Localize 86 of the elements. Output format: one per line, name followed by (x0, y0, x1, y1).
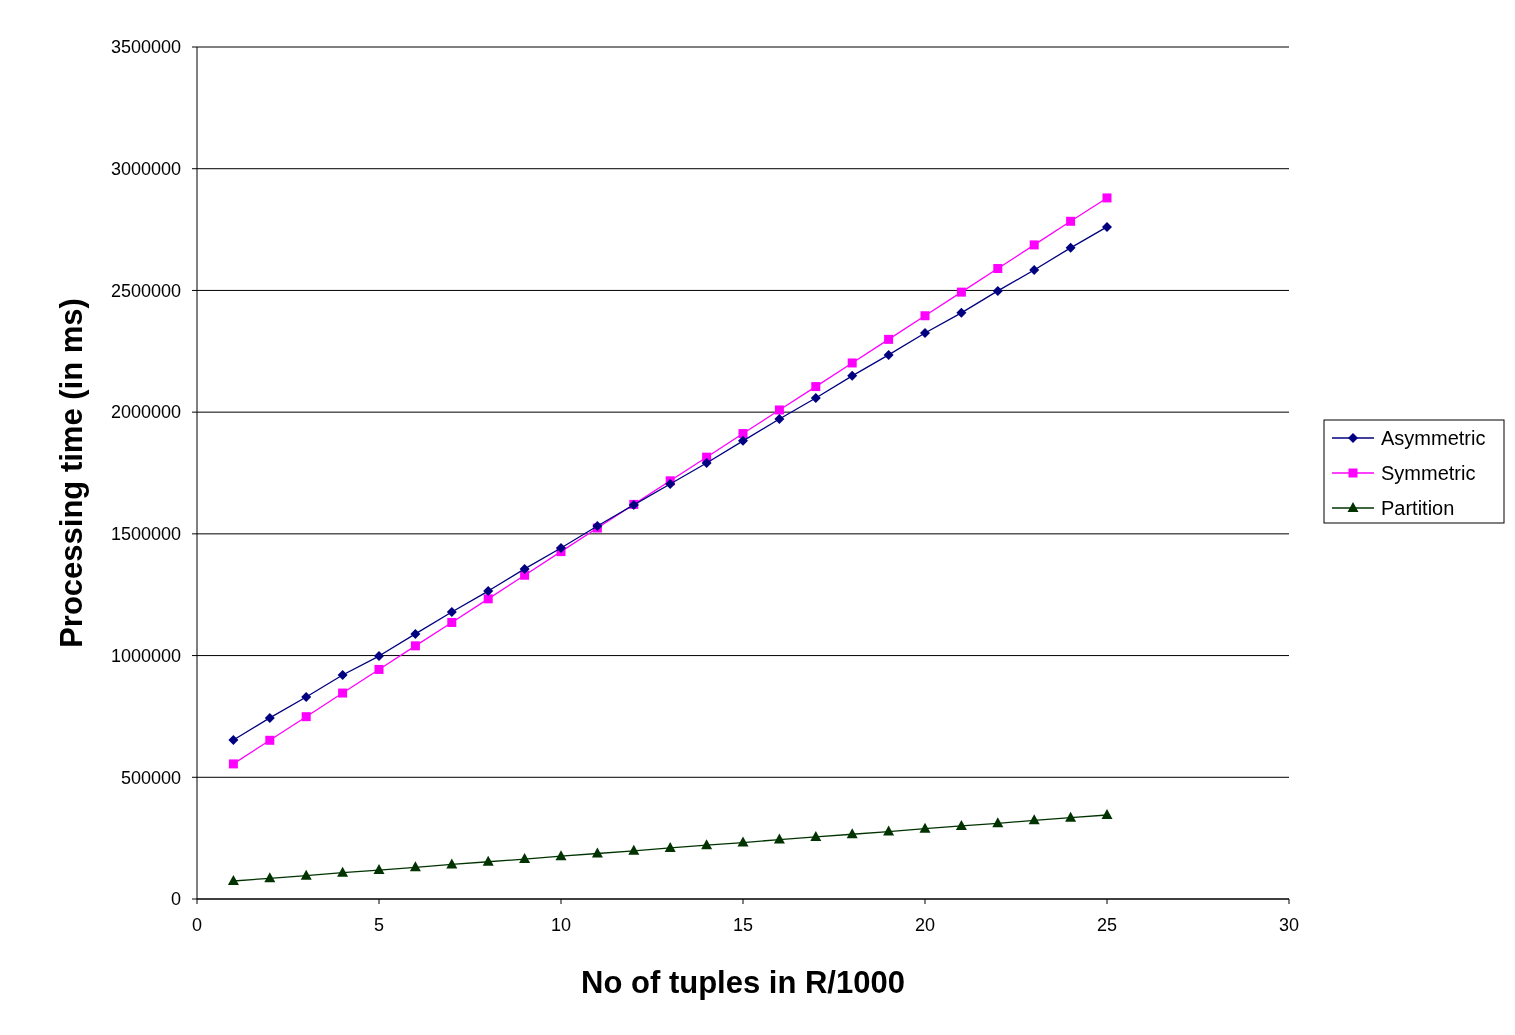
point (810, 830, 822, 841)
point (519, 563, 530, 574)
point (374, 651, 384, 662)
point (409, 861, 421, 872)
point (337, 670, 348, 681)
point (301, 691, 312, 702)
point (701, 839, 713, 850)
point (884, 334, 894, 344)
point (556, 542, 566, 553)
point (591, 847, 603, 858)
point (1101, 809, 1113, 820)
point (1065, 811, 1077, 822)
point (483, 586, 494, 597)
legend-label: Symmetric (1381, 462, 1476, 484)
point (264, 872, 276, 883)
y-tick-label: 3500000 (110, 37, 181, 58)
point (446, 858, 458, 869)
y-axis-title: Processing time (in ms) (54, 298, 89, 648)
point (810, 393, 821, 404)
point (1029, 240, 1039, 250)
point (920, 328, 930, 339)
point (337, 866, 349, 877)
point (920, 311, 930, 321)
point (1029, 264, 1040, 275)
point (992, 285, 1003, 296)
point (774, 413, 785, 424)
point (664, 841, 676, 852)
legend-label: Partition (1381, 497, 1455, 519)
point (482, 855, 494, 866)
point (883, 349, 894, 360)
point (483, 594, 493, 604)
x-axis-title: No of tuples in R/1000 (581, 965, 905, 1000)
point (264, 712, 275, 723)
point (301, 712, 311, 722)
point (738, 429, 748, 439)
y-tick-label: 1500000 (110, 524, 181, 545)
point (265, 735, 275, 745)
y-tick-label: 500000 (120, 767, 181, 788)
point (956, 307, 967, 318)
point (228, 735, 239, 746)
x-tick-label: 25 (1096, 915, 1118, 935)
point (773, 833, 785, 844)
point (955, 819, 967, 830)
point (628, 844, 640, 855)
point (227, 874, 239, 885)
x-tick-label: 5 (373, 915, 385, 935)
x-tick-label: 20 (914, 915, 936, 935)
x-tick-label: 15 (732, 915, 754, 935)
point (446, 607, 457, 617)
point (447, 617, 457, 627)
point (338, 688, 348, 698)
point (847, 370, 858, 381)
point (410, 628, 421, 639)
point (1066, 216, 1076, 226)
point (1028, 814, 1040, 825)
point (774, 405, 784, 415)
point (410, 641, 420, 651)
point (373, 864, 385, 875)
y-tick-label: 0 (170, 889, 181, 910)
point (701, 458, 712, 469)
point (956, 287, 966, 297)
point (519, 853, 531, 864)
point (811, 382, 821, 392)
point (847, 358, 857, 368)
x-tick-label: 30 (1278, 915, 1300, 935)
x-tick-label: 10 (550, 915, 572, 935)
point (993, 264, 1003, 274)
point (1102, 221, 1112, 232)
point (992, 817, 1004, 828)
legend-label: Asymmetric (1381, 427, 1486, 449)
point (300, 869, 312, 880)
point (737, 836, 749, 847)
point (846, 828, 858, 839)
point (883, 825, 895, 836)
point (374, 664, 384, 674)
y-tick-label: 1000000 (110, 645, 181, 666)
point (1065, 242, 1076, 253)
y-tick-label: 2500000 (110, 280, 181, 301)
x-tick-label: 0 (191, 915, 203, 935)
point (228, 759, 238, 769)
point (919, 822, 931, 833)
point (1102, 193, 1112, 203)
point (555, 850, 567, 861)
point (738, 435, 748, 446)
y-tick-label: 3000000 (110, 159, 181, 180)
y-tick-label: 2000000 (110, 402, 181, 423)
